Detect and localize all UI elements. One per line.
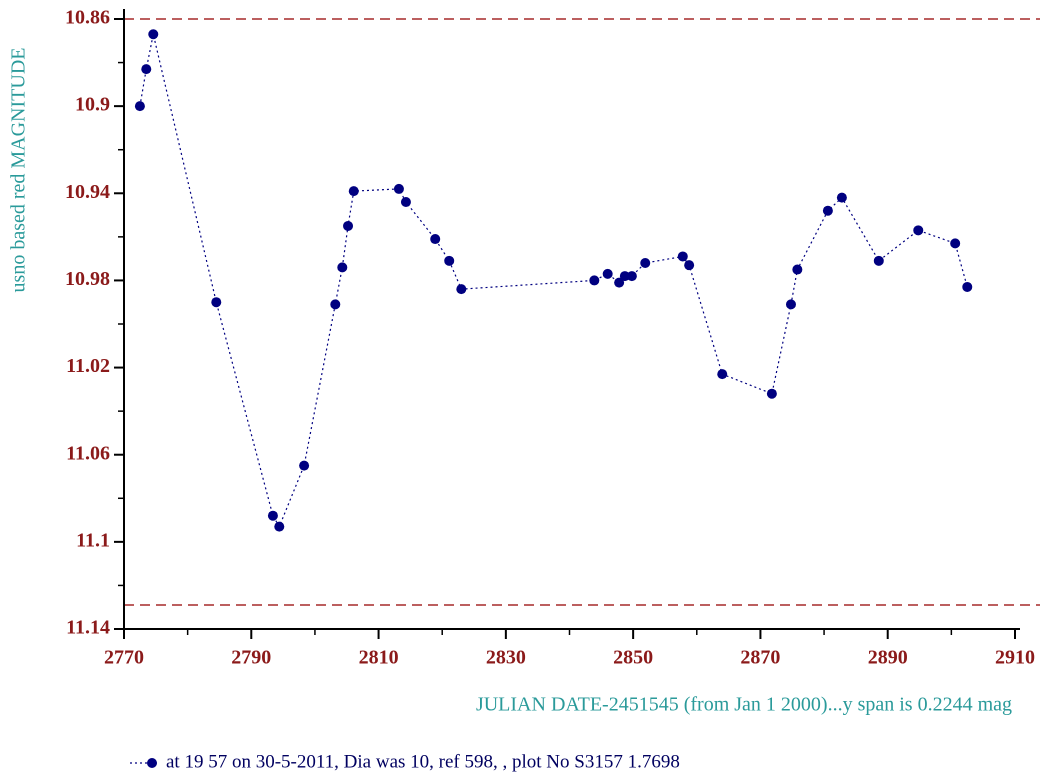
y-axis-label: usno based red MAGNITUDE xyxy=(8,48,30,293)
data-point xyxy=(589,275,600,286)
data-point xyxy=(913,225,924,236)
data-point xyxy=(640,258,651,268)
data-point xyxy=(400,197,411,207)
data-point xyxy=(950,238,961,249)
y-tick-label: 11.1 xyxy=(76,529,110,551)
data-point xyxy=(348,186,359,197)
series-line xyxy=(139,34,968,528)
x-tick-label: 2810 xyxy=(359,647,399,669)
data-point xyxy=(337,262,348,273)
data-point xyxy=(785,299,796,310)
data-point xyxy=(267,510,278,521)
data-point xyxy=(148,29,159,40)
x-tick-label: 2850 xyxy=(613,647,653,669)
data-point xyxy=(393,183,404,194)
legend-marker xyxy=(147,758,157,768)
x-tick-label: 2890 xyxy=(868,647,908,669)
y-tick-label: 10.98 xyxy=(65,268,110,290)
x-axis-label: JULIAN DATE-2451545 (from Jan 1 2000)...… xyxy=(476,694,1012,716)
data-point xyxy=(456,284,467,295)
data-point xyxy=(717,369,728,380)
y-tick-label: 11.06 xyxy=(66,442,110,464)
data-point xyxy=(766,388,777,399)
data-point xyxy=(836,192,847,203)
data-point xyxy=(430,234,441,245)
data-point xyxy=(330,299,341,310)
data-point xyxy=(684,260,695,271)
y-tick-label: 10.86 xyxy=(65,7,110,29)
data-point xyxy=(141,64,152,75)
data-point xyxy=(274,521,285,532)
data-point xyxy=(614,277,625,288)
y-tick-label: 10.94 xyxy=(65,181,110,203)
data-point xyxy=(626,271,637,282)
data-point xyxy=(602,268,613,279)
data-point xyxy=(444,255,455,266)
x-tick-label: 2790 xyxy=(231,647,271,669)
data-point xyxy=(299,460,310,471)
y-tick-label: 10.9 xyxy=(75,94,110,116)
data-point xyxy=(962,281,973,292)
x-tick-label: 2910 xyxy=(995,647,1035,669)
x-tick-label: 2870 xyxy=(740,647,780,669)
data-point xyxy=(873,255,884,266)
data-point xyxy=(343,220,354,231)
y-tick-label: 11.02 xyxy=(66,355,110,377)
x-tick-label: 2830 xyxy=(486,647,526,669)
data-point xyxy=(792,264,803,275)
y-tick-label: 11.14 xyxy=(66,617,110,639)
data-point xyxy=(619,271,630,282)
legend-label: at 19 57 on 30-5-2011, Dia was 10, ref 5… xyxy=(166,751,680,772)
data-point xyxy=(134,101,145,112)
data-point xyxy=(822,205,833,216)
data-point xyxy=(677,251,688,262)
data-point xyxy=(211,297,222,308)
x-tick-label: 2770 xyxy=(104,647,144,669)
